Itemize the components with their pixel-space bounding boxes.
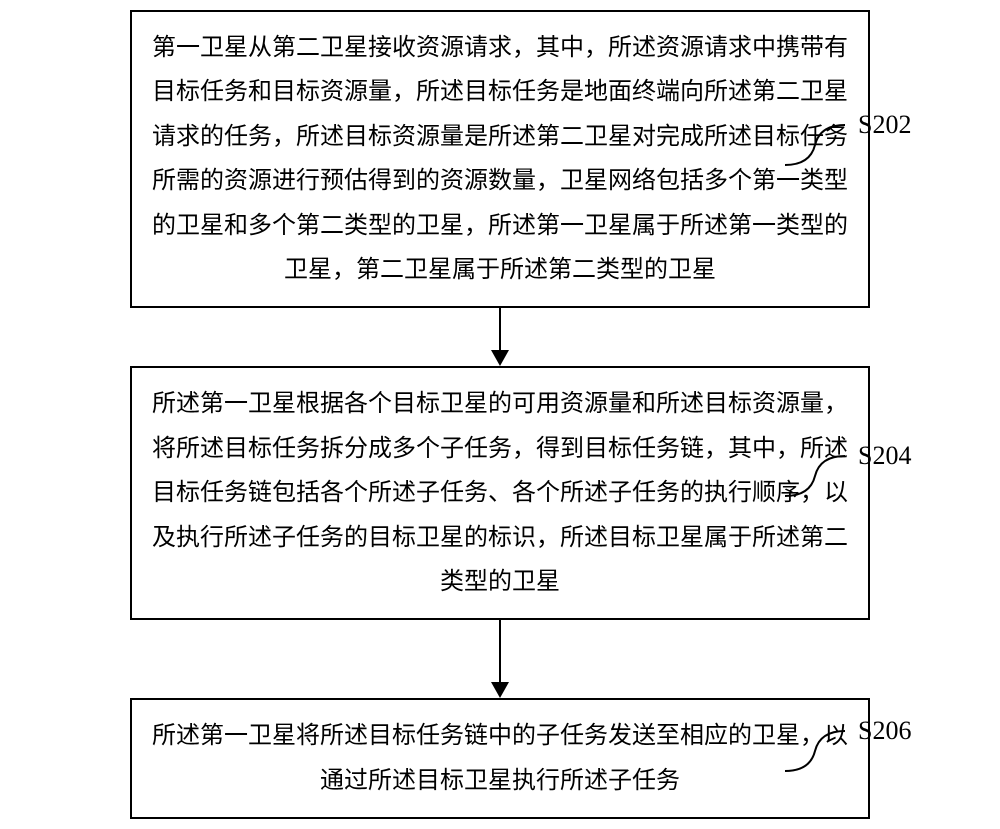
step-text-s204: 所述第一卫星根据各个目标卫星的可用资源量和所述目标资源量，将所述目标任务拆分成多…: [152, 391, 848, 595]
connector-s206: [785, 716, 845, 776]
step-text-s202: 第一卫星从第二卫星接收资源请求，其中，所述资源请求中携带有目标任务和目标资源量，…: [152, 35, 848, 283]
arrow-line-1: [499, 308, 501, 350]
step-box-s202: 第一卫星从第二卫星接收资源请求，其中，所述资源请求中携带有目标任务和目标资源量，…: [130, 10, 870, 308]
arrow-head-2: [491, 682, 509, 698]
flowchart-container: 第一卫星从第二卫星接收资源请求，其中，所述资源请求中携带有目标任务和目标资源量，…: [0, 0, 1000, 829]
arrow-s202-s204: [491, 308, 509, 366]
arrow-line-2: [499, 620, 501, 682]
arrow-s204-s206: [491, 620, 509, 698]
step-label-s206: S206: [858, 716, 911, 746]
step-row-s202: 第一卫星从第二卫星接收资源请求，其中，所述资源请求中携带有目标任务和目标资源量，…: [0, 10, 1000, 308]
step-row-s206: 所述第一卫星将所述目标任务链中的子任务发送至相应的卫星，以通过所述目标卫星执行所…: [0, 698, 1000, 819]
step-row-s204: 所述第一卫星根据各个目标卫星的可用资源量和所述目标资源量，将所述目标任务拆分成多…: [0, 366, 1000, 620]
step-label-s204: S204: [858, 441, 911, 471]
connector-s204: [785, 441, 845, 501]
step-label-s202: S202: [858, 110, 911, 140]
step-box-s204: 所述第一卫星根据各个目标卫星的可用资源量和所述目标资源量，将所述目标任务拆分成多…: [130, 366, 870, 620]
connector-s202: [785, 110, 845, 170]
step-text-s206: 所述第一卫星将所述目标任务链中的子任务发送至相应的卫星，以通过所述目标卫星执行所…: [152, 723, 848, 793]
step-box-s206: 所述第一卫星将所述目标任务链中的子任务发送至相应的卫星，以通过所述目标卫星执行所…: [130, 698, 870, 819]
arrow-head-1: [491, 350, 509, 366]
